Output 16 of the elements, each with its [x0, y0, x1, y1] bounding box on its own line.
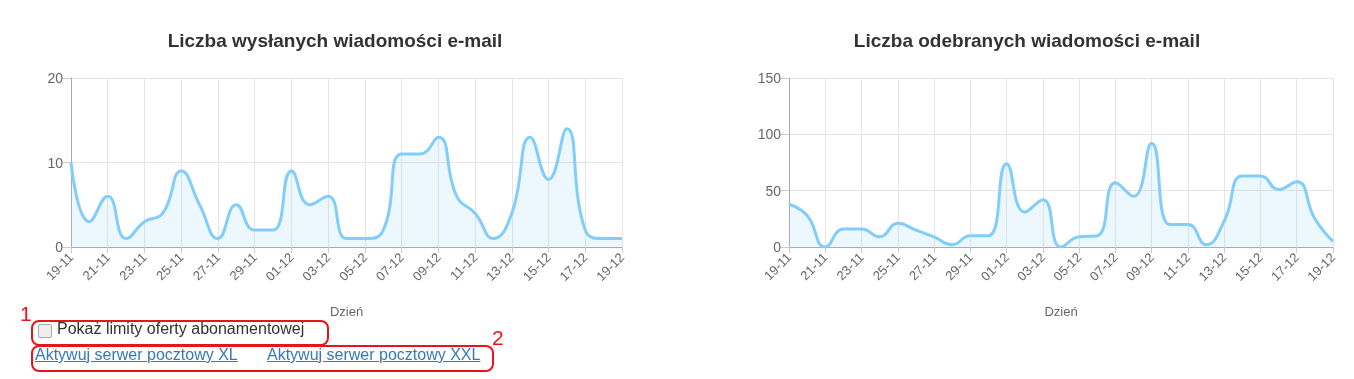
y-tick-label: 10	[47, 154, 64, 171]
x-axis-title: Dzień	[1044, 304, 1078, 319]
y-tick-label: 0	[773, 239, 782, 255]
x-axis-title: Dzień	[329, 304, 364, 319]
chart-title: Liczba wysłanych wiadomości e-mail	[167, 30, 503, 51]
chart-title: Liczba odebranych wiadomości e-mail	[853, 30, 1201, 51]
text: 1	[20, 302, 32, 326]
text: 2	[492, 326, 504, 350]
text: Aktywuj serwer pocztowy XL	[35, 346, 238, 364]
y-tick-label: 20	[47, 70, 64, 86]
y-tick-label: 150	[757, 70, 782, 86]
text: Pokaż limity oferty abonamentowej	[57, 320, 305, 338]
text: Aktywuj serwer pocztowy XXL	[267, 346, 481, 364]
y-tick-label: 0	[55, 239, 64, 255]
y-tick-label: 50	[765, 182, 782, 199]
y-tick-label: 100	[757, 126, 782, 143]
